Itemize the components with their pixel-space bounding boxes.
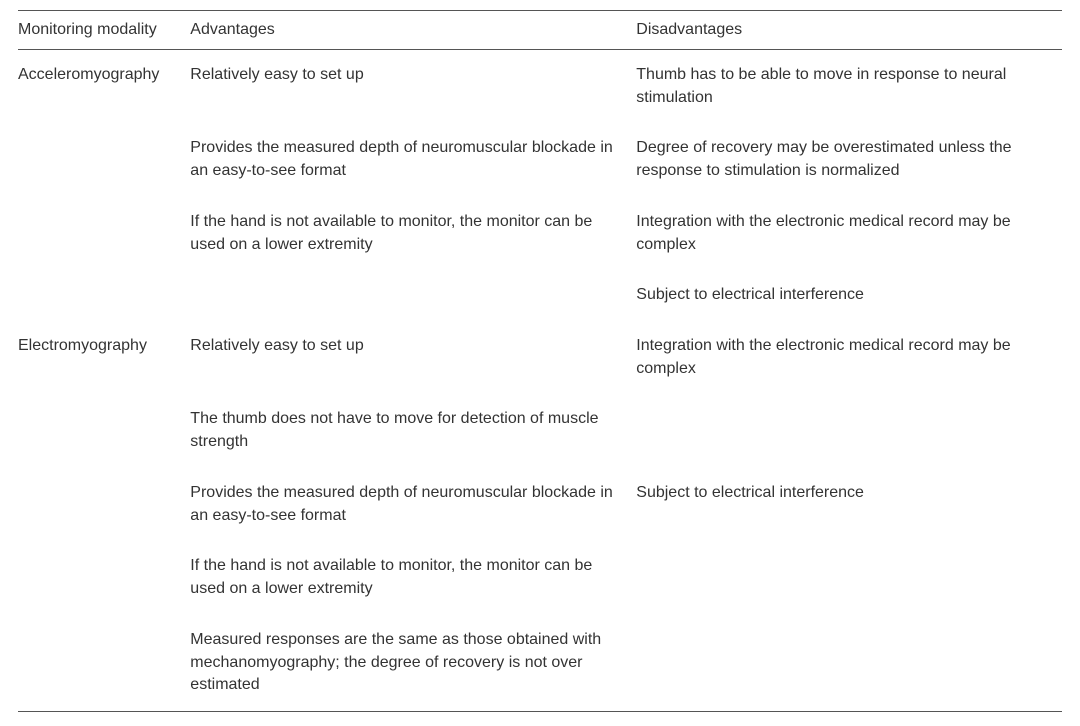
advantage-text: The thumb does not have to move for dete… (190, 394, 636, 467)
table-body: AcceleromyographyRelatively easy to set … (18, 50, 1062, 712)
disadvantage-cell: Subject to electrical interference (636, 270, 1062, 321)
advantage-text: Provides the measured depth of neuromusc… (190, 468, 636, 541)
modality-cell (18, 123, 190, 196)
table-row: Measured responses are the same as those… (18, 615, 1062, 712)
disadvantage-text: Integration with the electronic medical … (636, 321, 1062, 394)
disadvantage-text: Degree of recovery may be overestimated … (636, 123, 1062, 196)
disadvantage-cell (636, 541, 1062, 614)
advantage-cell: Relatively easy to set up (190, 50, 636, 124)
modality-cell (18, 541, 190, 614)
modality-cell: Electromyography (18, 321, 190, 394)
col-header-modality: Monitoring modality (18, 11, 190, 50)
table-row: If the hand is not available to monitor,… (18, 197, 1062, 270)
advantage-cell: Relatively easy to set up (190, 321, 636, 394)
disadvantage-cell: Integration with the electronic medical … (636, 321, 1062, 394)
table-row: Provides the measured depth of neuromusc… (18, 468, 1062, 541)
table-header-row: Monitoring modality Advantages Disadvant… (18, 11, 1062, 50)
col-header-advantages: Advantages (190, 11, 636, 50)
disadvantage-cell: Degree of recovery may be overestimated … (636, 123, 1062, 196)
comparison-table: Monitoring modality Advantages Disadvant… (18, 10, 1062, 712)
disadvantage-cell: Integration with the electronic medical … (636, 197, 1062, 270)
disadvantage-text: Integration with the electronic medical … (636, 197, 1062, 270)
table-row: Provides the measured depth of neuromusc… (18, 123, 1062, 196)
advantage-cell: The thumb does not have to move for dete… (190, 394, 636, 467)
modality-cell: Acceleromyography (18, 50, 190, 124)
disadvantage-cell (636, 615, 1062, 712)
table-row: ElectromyographyRelatively easy to set u… (18, 321, 1062, 394)
disadvantage-cell: Thumb has to be able to move in response… (636, 50, 1062, 124)
advantage-cell: If the hand is not available to monitor,… (190, 541, 636, 614)
disadvantage-text: Thumb has to be able to move in response… (636, 50, 1062, 123)
table-row: If the hand is not available to monitor,… (18, 541, 1062, 614)
advantage-cell (190, 270, 636, 321)
disadvantage-cell (636, 394, 1062, 467)
advantage-text: If the hand is not available to monitor,… (190, 197, 636, 270)
table-row: AcceleromyographyRelatively easy to set … (18, 50, 1062, 124)
advantage-text: Provides the measured depth of neuromusc… (190, 123, 636, 196)
disadvantage-cell: Subject to electrical interference (636, 468, 1062, 541)
table-row: The thumb does not have to move for dete… (18, 394, 1062, 467)
table-row: Subject to electrical interference (18, 270, 1062, 321)
modality-cell (18, 270, 190, 321)
comparison-table-container: Monitoring modality Advantages Disadvant… (0, 0, 1080, 726)
col-header-disadvantages: Disadvantages (636, 11, 1062, 50)
advantage-cell: Provides the measured depth of neuromusc… (190, 468, 636, 541)
modality-cell (18, 468, 190, 541)
advantage-cell: If the hand is not available to monitor,… (190, 197, 636, 270)
disadvantage-text: Subject to electrical interference (636, 270, 1062, 321)
advantage-text: Relatively easy to set up (190, 321, 636, 372)
advantage-text: Measured responses are the same as those… (190, 615, 636, 711)
advantage-cell: Measured responses are the same as those… (190, 615, 636, 712)
advantage-cell: Provides the measured depth of neuromusc… (190, 123, 636, 196)
modality-cell (18, 394, 190, 467)
modality-cell (18, 615, 190, 712)
disadvantage-text: Subject to electrical interference (636, 468, 1062, 519)
advantage-text: Relatively easy to set up (190, 50, 636, 101)
modality-cell (18, 197, 190, 270)
advantage-text: If the hand is not available to monitor,… (190, 541, 636, 614)
